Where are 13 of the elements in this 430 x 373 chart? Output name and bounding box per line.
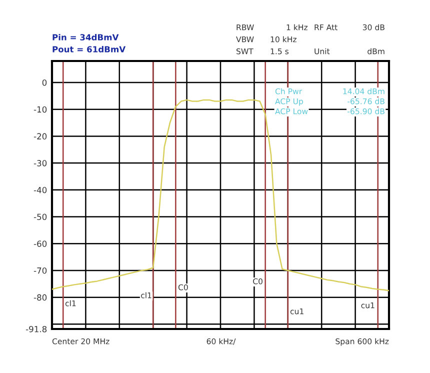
line-series	[52, 99, 389, 292]
y-tick-label: -80	[34, 294, 47, 301]
y-tick-label: -10	[34, 106, 47, 113]
y-tick-label: -50	[34, 214, 47, 220]
y-tick-label: -60	[34, 240, 47, 247]
y-tick-label: -30	[34, 160, 47, 166]
y-tick-label: -91.8	[26, 326, 47, 332]
y-tick-label: -70	[34, 267, 47, 274]
y-tick-label: 0	[42, 79, 47, 86]
y-tick-label: -40	[34, 186, 47, 194]
y-tick-label: -20	[34, 133, 47, 140]
text: Pout = 61dBmV	[52, 46, 126, 52]
text: Pin = 34dBmV	[52, 34, 119, 40]
